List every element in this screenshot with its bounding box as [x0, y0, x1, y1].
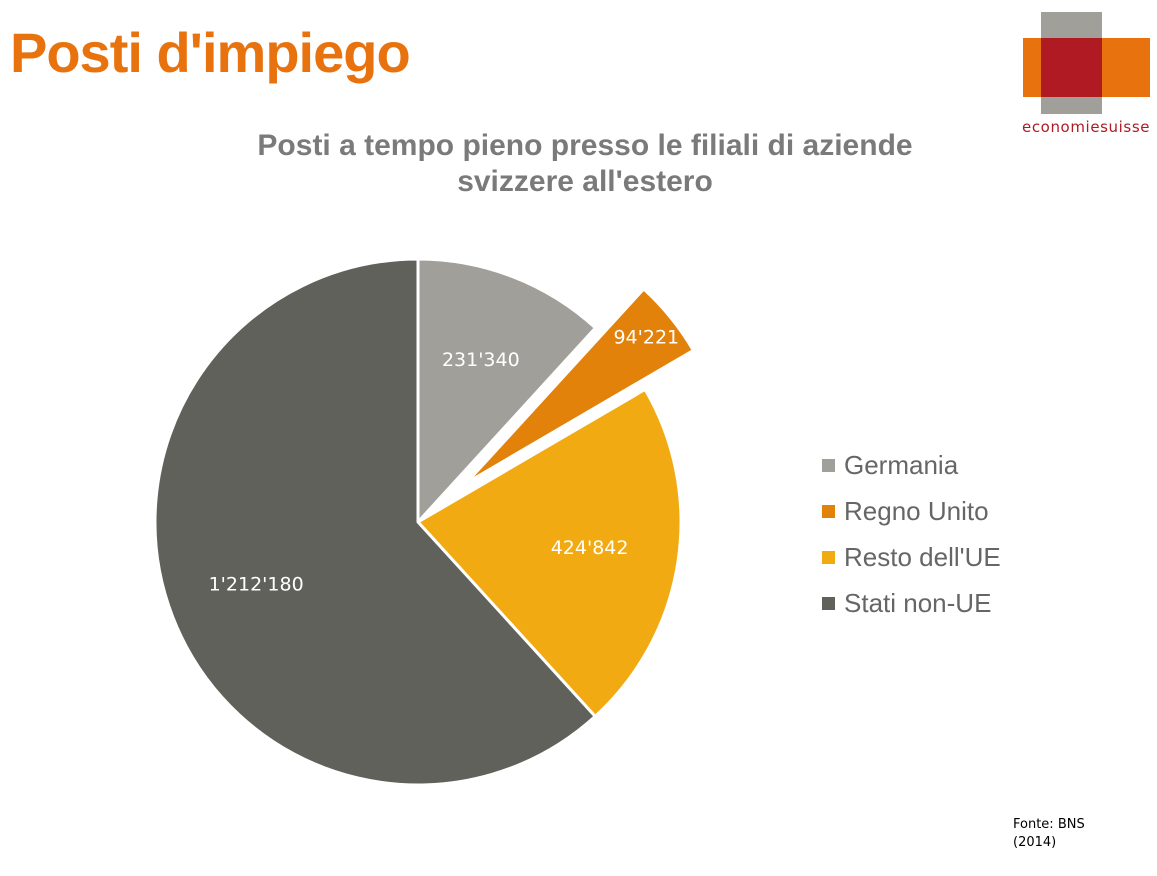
- pie-slice-germania: [416, 257, 597, 524]
- source-line-1: Fonte: BNS: [1013, 817, 1085, 832]
- legend-label: Germania: [844, 449, 959, 480]
- pie-slice-resto-dell-ue: [416, 387, 683, 718]
- legend-label: Stati non-UE: [844, 587, 992, 618]
- legend-swatch: [822, 550, 835, 564]
- legend-label: Regno Unito: [844, 495, 989, 526]
- legend-swatch: [822, 458, 835, 472]
- chart-title: Posti a tempo pieno presso le filiali di…: [185, 128, 985, 200]
- data-label-regno-unito: 94'221: [613, 327, 679, 349]
- source-note: Fonte: BNS (2014): [1013, 816, 1085, 852]
- chart-title-line-1: Posti a tempo pieno presso le filiali di…: [257, 129, 913, 162]
- chart-legend: Germania Regno Unito Resto dell'UE Stati no…: [822, 442, 1001, 626]
- source-line-2: (2014): [1013, 835, 1057, 850]
- data-label-resto-dell-ue: 424'842: [551, 537, 629, 559]
- data-label-stati-non-ue: 1'212'180: [209, 574, 304, 596]
- data-label-germania: 231'340: [442, 349, 520, 371]
- pie-slice-stati-non-ue: [153, 257, 597, 787]
- legend-item-stati-non-ue: Stati non-UE: [822, 580, 1001, 626]
- pie-slice-regno-unito: [464, 287, 695, 485]
- logo-mark: [1023, 12, 1150, 114]
- legend-item-germania: Germania: [822, 442, 1001, 488]
- logo-wordmark: economiesuisse: [1022, 118, 1151, 136]
- legend-item-resto-dell-ue: Resto dell'UE: [822, 534, 1001, 580]
- page-title: Posti d'impiego: [10, 21, 411, 84]
- legend-label: Resto dell'UE: [844, 541, 1001, 572]
- economiesuisse-logo: economiesuisse: [1020, 12, 1154, 142]
- legend-swatch: [822, 596, 835, 610]
- legend-item-regno-unito: Regno Unito: [822, 488, 1001, 534]
- legend-swatch: [822, 504, 835, 518]
- chart-title-line-2: svizzere all'estero: [457, 165, 713, 198]
